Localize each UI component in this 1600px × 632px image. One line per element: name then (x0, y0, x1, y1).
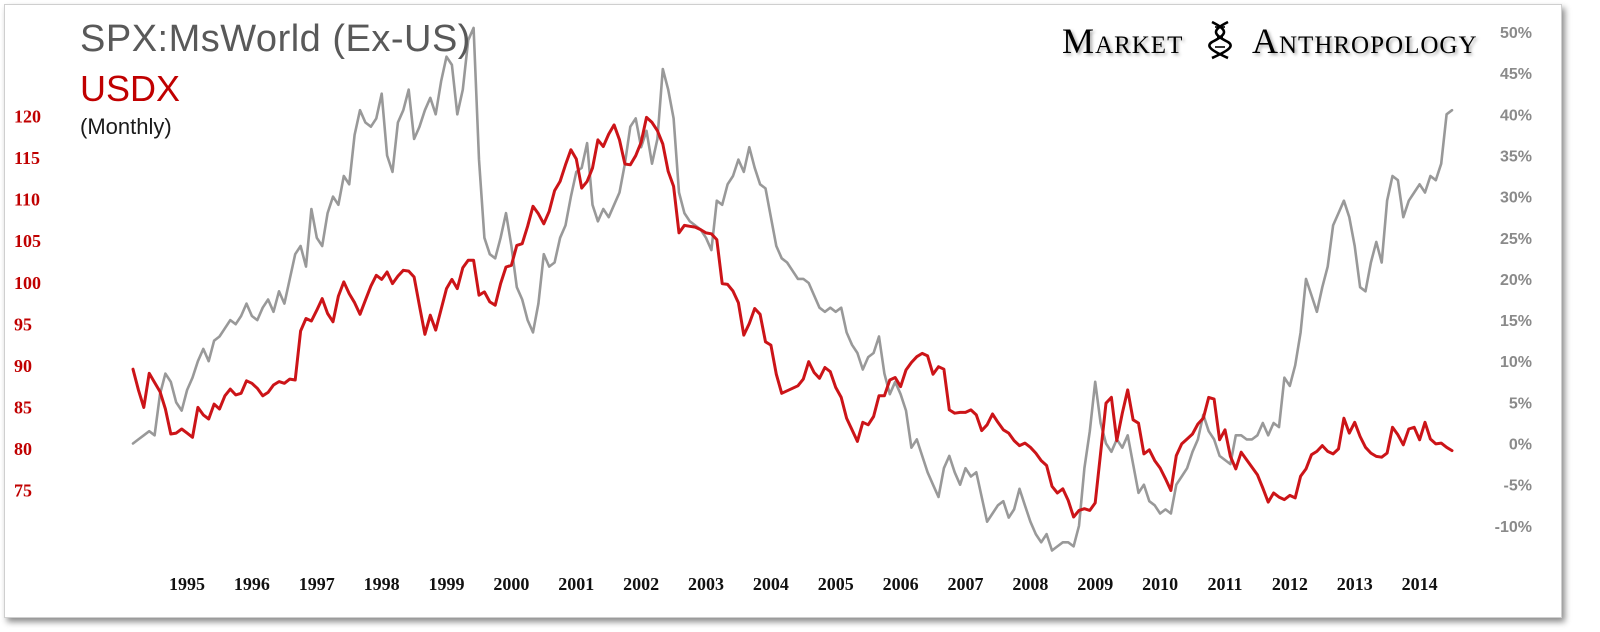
right-axis-tick-label: 15% (1500, 313, 1532, 330)
spx-msworld-series-line (131, 26, 1454, 552)
x-axis-tick-label: 1996 (234, 574, 270, 594)
x-axis-tick-label: 2001 (558, 574, 594, 594)
usdx-label: USDX (80, 68, 181, 109)
right-axis-tick-label: 30% (1500, 190, 1532, 207)
x-axis-tick-label: 2010 (1142, 574, 1178, 594)
right-axis-tick-label: 25% (1500, 231, 1532, 248)
x-axis-tick-label: 2002 (623, 574, 659, 594)
right-axis-tick-label: -5% (1504, 478, 1532, 495)
x-axis-tick-label: 2012 (1272, 574, 1308, 594)
right-axis-tick-label: 50% (1500, 25, 1532, 42)
x-axis-tick-label: 2007 (947, 574, 983, 594)
x-axis-tick-label: 1999 (429, 574, 465, 594)
left-axis-tick-label: 80 (14, 439, 32, 459)
left-axis-tick-label: 110 (14, 190, 40, 210)
right-axis-tick-label: 45% (1500, 66, 1532, 83)
x-axis-tick-label: 2014 (1402, 574, 1438, 594)
right-axis-tick-label: 10% (1500, 354, 1532, 371)
left-axis-tick-label: 95 (14, 314, 32, 334)
x-axis-tick-label: 2009 (1077, 574, 1113, 594)
usdx-series-line (131, 115, 1454, 519)
left-axis-tick-label: 90 (14, 356, 32, 376)
x-axis-tick-label: 2000 (493, 574, 529, 594)
right-axis-tick-label: 40% (1500, 107, 1532, 124)
x-axis-tick-label: 2005 (818, 574, 854, 594)
brand-word-market: Market (1062, 21, 1184, 61)
x-axis-tick-label: 2006 (883, 574, 919, 594)
x-axis-tick-label: 1997 (299, 574, 335, 594)
left-axis-tick-label: 115 (14, 148, 40, 168)
dna-helix-icon (1208, 20, 1232, 60)
x-axis-tick-label: 2008 (1012, 574, 1048, 594)
left-axis-tick-label: 75 (14, 480, 32, 500)
left-axis-tick-label: 85 (14, 397, 32, 417)
x-axis-tick-label: 1998 (364, 574, 400, 594)
left-axis-tick-label: 120 (14, 107, 41, 127)
right-axis-tick-label: 20% (1500, 272, 1532, 289)
right-axis-tick-label: 0% (1509, 437, 1532, 454)
right-axis-tick-label: 5% (1509, 395, 1532, 412)
x-axis-tick-label: 2013 (1337, 574, 1373, 594)
left-axis-tick-label: 105 (14, 231, 41, 251)
right-axis-tick-label: 35% (1500, 148, 1532, 165)
x-axis-tick-label: 1995 (169, 574, 205, 594)
x-axis-tick-label: 2003 (688, 574, 724, 594)
chart-title: SPX:MsWorld (Ex-US) (80, 18, 471, 60)
brand-word-anthropology: Anthropology (1252, 21, 1478, 61)
frequency-label: (Monthly) (80, 114, 172, 139)
x-axis-tick-label: 2004 (753, 574, 789, 594)
right-axis-tick-label: -10% (1495, 519, 1532, 536)
left-axis-tick-label: 100 (14, 273, 41, 293)
x-axis-tick-label: 2011 (1207, 574, 1242, 594)
